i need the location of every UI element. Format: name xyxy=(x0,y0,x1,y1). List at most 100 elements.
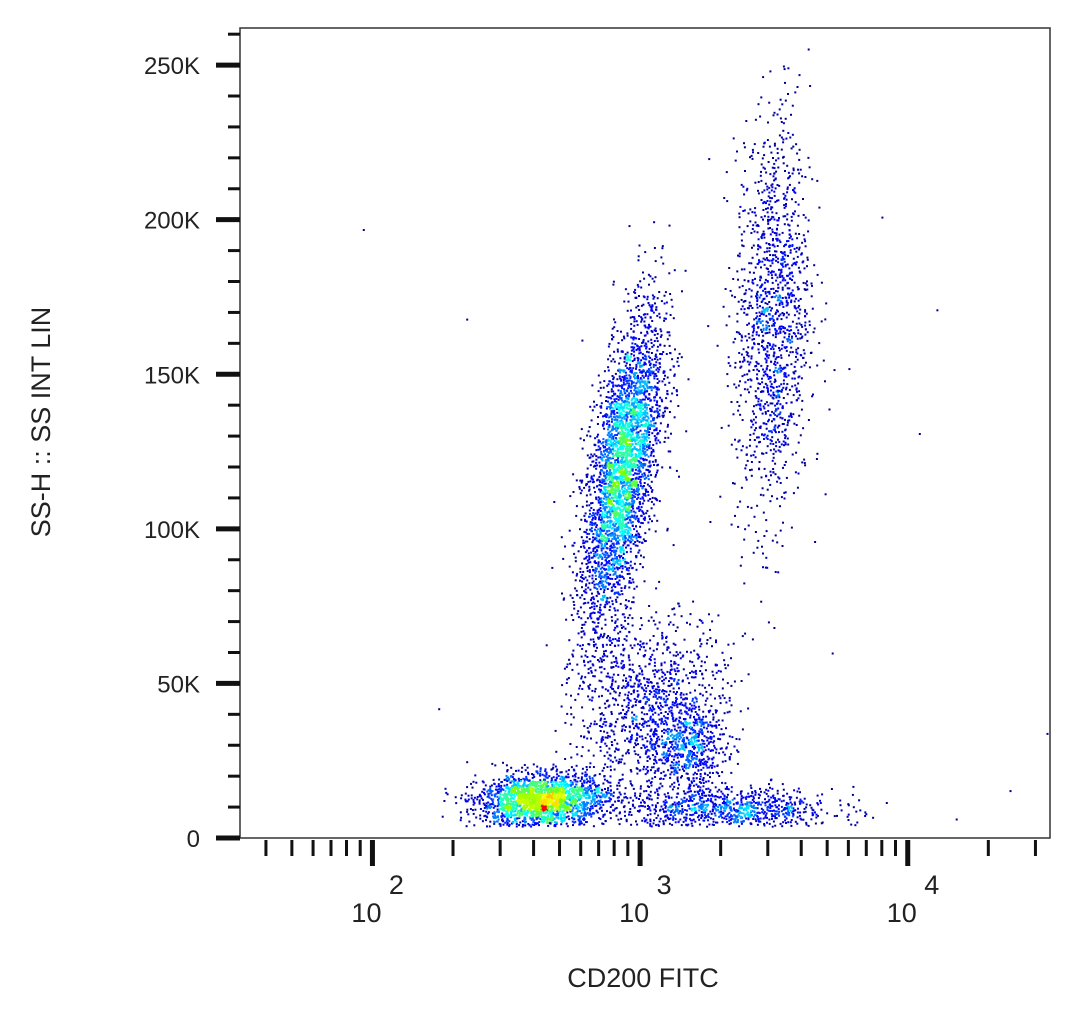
event-point xyxy=(632,348,635,351)
event-point xyxy=(606,450,609,453)
event-point xyxy=(573,821,576,824)
event-point xyxy=(603,653,605,655)
event-point xyxy=(529,786,532,789)
event-point xyxy=(635,483,638,486)
event-point xyxy=(483,804,486,807)
event-point xyxy=(594,571,597,574)
event-point xyxy=(608,516,611,518)
event-point xyxy=(646,390,649,393)
event-point xyxy=(586,579,589,582)
event-point xyxy=(579,579,581,582)
event-point xyxy=(615,408,618,410)
event-point xyxy=(570,800,573,802)
event-point xyxy=(659,335,662,338)
event-point xyxy=(514,779,517,782)
event-point xyxy=(591,574,594,577)
event-point xyxy=(650,399,653,402)
event-point xyxy=(578,796,581,798)
event-point xyxy=(620,590,623,592)
event-point xyxy=(598,786,601,789)
event-point xyxy=(604,564,607,567)
event-point xyxy=(503,778,506,781)
event-point xyxy=(589,805,592,808)
event-point xyxy=(594,631,596,634)
event-point xyxy=(654,410,657,413)
event-point xyxy=(618,579,621,582)
event-point xyxy=(642,376,645,379)
event-point xyxy=(575,746,578,748)
event-point xyxy=(634,541,637,544)
event-point xyxy=(593,602,596,605)
event-point xyxy=(640,316,643,319)
event-point xyxy=(653,221,656,224)
event-point xyxy=(581,577,584,579)
event-point xyxy=(605,572,608,575)
event-point xyxy=(499,824,502,827)
event-point xyxy=(614,609,617,612)
event-point xyxy=(638,389,641,392)
event-point xyxy=(622,471,625,474)
event-point xyxy=(616,421,619,424)
event-point xyxy=(582,570,585,573)
event-point xyxy=(606,810,608,813)
event-point xyxy=(645,403,648,406)
event-point xyxy=(680,356,683,359)
event-point xyxy=(627,473,630,476)
event-point xyxy=(592,644,595,646)
event-point xyxy=(600,562,603,565)
event-point xyxy=(610,411,613,414)
event-point xyxy=(623,480,625,483)
event-point xyxy=(584,588,587,591)
event-point xyxy=(630,482,633,485)
event-point xyxy=(639,385,641,388)
event-point xyxy=(637,285,640,288)
event-point xyxy=(600,469,603,472)
event-point xyxy=(580,636,583,639)
event-point xyxy=(460,816,463,819)
event-point xyxy=(614,392,617,395)
event-point xyxy=(597,499,600,502)
event-point xyxy=(593,560,596,563)
event-point xyxy=(506,813,509,816)
event-point xyxy=(599,440,601,443)
event-point xyxy=(580,822,583,825)
event-point xyxy=(605,575,608,578)
event-point xyxy=(632,381,635,384)
event-point xyxy=(586,570,589,573)
event-point xyxy=(575,807,578,810)
event-point xyxy=(615,514,618,517)
event-point xyxy=(625,502,628,504)
event-point xyxy=(599,490,602,493)
event-point xyxy=(506,802,508,805)
event-point xyxy=(650,486,652,489)
event-point xyxy=(617,488,620,491)
event-point xyxy=(582,539,585,542)
event-point xyxy=(666,529,669,532)
event-point xyxy=(604,522,607,525)
event-point xyxy=(611,538,614,540)
event-point xyxy=(642,452,645,455)
event-point xyxy=(637,305,640,307)
event-point xyxy=(501,812,504,815)
event-point xyxy=(599,580,602,583)
event-point xyxy=(609,573,612,576)
event-point xyxy=(607,498,610,501)
event-point xyxy=(554,729,557,732)
event-point xyxy=(584,540,587,543)
event-point xyxy=(614,416,617,419)
event-point xyxy=(649,464,652,467)
event-point xyxy=(640,554,642,557)
event-point xyxy=(646,330,649,333)
event-point xyxy=(601,464,603,467)
event-point xyxy=(639,419,642,422)
event-point xyxy=(573,541,576,544)
event-point xyxy=(584,551,587,554)
event-point xyxy=(625,470,628,473)
event-point xyxy=(644,406,647,409)
event-point xyxy=(652,448,655,451)
event-point xyxy=(667,450,670,453)
event-point xyxy=(523,813,526,816)
event-point xyxy=(611,603,614,606)
event-point xyxy=(655,442,658,445)
event-point xyxy=(555,796,558,799)
